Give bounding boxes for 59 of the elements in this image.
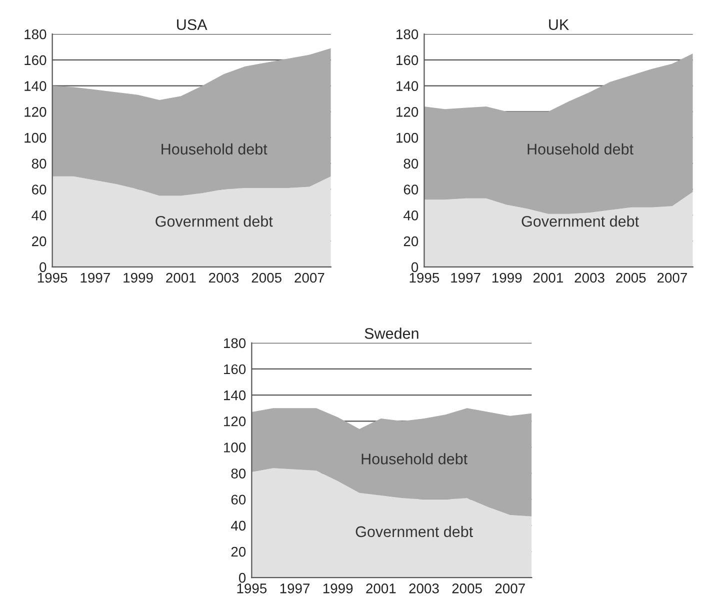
x-tick-label: 2003 (208, 272, 239, 283)
series-label: Government debt (356, 526, 473, 538)
y-tick-label: 120 (24, 107, 46, 117)
y-tick-label: 120 (396, 107, 418, 117)
y-tick-label: 160 (396, 55, 418, 66)
x-tick-label: 2005 (452, 584, 482, 594)
y-tick-label: 120 (224, 416, 246, 426)
y-tick-label: 80 (231, 468, 246, 478)
x-tick-label: 1999 (124, 272, 153, 283)
series-label: Household debt (162, 143, 268, 155)
x-tick-label: 2007 (495, 584, 525, 594)
x-tick-label: 2003 (409, 584, 439, 594)
x-tick-label: 1995 (237, 584, 267, 594)
series-label: Household debt (528, 143, 634, 155)
y-tick-label: 60 (32, 184, 46, 194)
y-tick-label: 40 (404, 210, 418, 220)
y-tick-label: 160 (224, 364, 246, 374)
series-label: Household debt (362, 453, 468, 464)
y-tick-label: 140 (24, 81, 46, 91)
y-tick-label: 100 (224, 442, 246, 452)
x-tick-label: 2005 (616, 272, 646, 283)
y-tick-label: 80 (404, 158, 418, 169)
x-tick-label: 2001 (533, 272, 563, 283)
chart-title: Sweden (364, 328, 418, 339)
x-tick-label: 2001 (366, 584, 396, 594)
y-tick-label: 20 (32, 236, 46, 246)
x-tick-label: 2005 (252, 272, 282, 283)
x-tick-label: 1995 (410, 272, 440, 283)
y-tick-label: 40 (32, 210, 46, 220)
x-tick-label: 1997 (80, 272, 110, 283)
x-tick-label: 1999 (492, 272, 522, 283)
y-tick-label: 140 (396, 81, 418, 91)
y-tick-label: 60 (404, 184, 418, 194)
chart-title: USA (177, 19, 208, 30)
y-tick-label: 160 (24, 55, 46, 66)
y-tick-label: 100 (24, 132, 46, 143)
chart-title: UK (549, 19, 569, 30)
series-label: Government debt (522, 216, 639, 227)
x-tick-label: 1997 (451, 272, 480, 283)
y-tick-label: 180 (224, 338, 246, 348)
y-tick-label: 60 (231, 494, 246, 505)
y-tick-label: 20 (231, 546, 246, 557)
y-tick-label: 0 (238, 572, 246, 583)
y-tick-label: 140 (224, 390, 246, 400)
x-tick-label: 1995 (38, 272, 68, 283)
x-tick-label: 2003 (574, 272, 604, 283)
x-tick-label: 1997 (280, 584, 310, 594)
y-tick-label: 0 (40, 262, 46, 272)
x-tick-label: 1999 (323, 584, 353, 594)
y-tick-label: 100 (396, 132, 418, 143)
y-tick-label: 180 (396, 29, 418, 40)
x-tick-label: 2007 (657, 272, 687, 283)
x-tick-label: 2001 (166, 272, 196, 283)
y-tick-label: 180 (24, 29, 46, 40)
y-tick-label: 0 (411, 262, 418, 272)
y-tick-label: 20 (404, 236, 418, 246)
x-tick-label: 2007 (294, 272, 324, 283)
y-tick-label: 40 (231, 520, 246, 531)
y-tick-label: 80 (32, 158, 46, 169)
